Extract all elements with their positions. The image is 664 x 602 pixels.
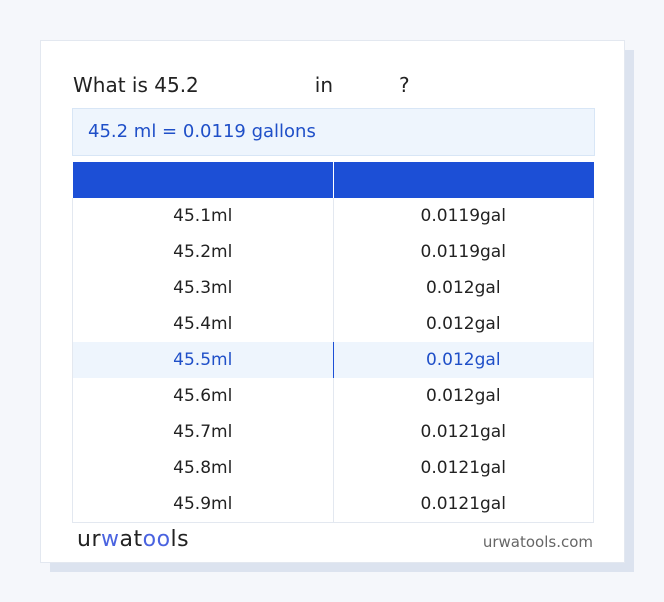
table-row: 45.8ml 0.0121gal xyxy=(72,450,594,486)
gallons-cell: 0.0119gal xyxy=(333,234,594,270)
gallons-cell: 0.012gal xyxy=(333,342,594,378)
conversion-table: 45.1ml 0.0119gal 45.2ml 0.0119gal 45.3ml 0.01… xyxy=(72,162,594,523)
gallons-cell: 0.012gal xyxy=(333,270,594,306)
table-row: 45.7ml 0.0121gal xyxy=(72,414,594,450)
converter-card: What is 45.2 in? 45.2 ml = 0.0119 gallons… xyxy=(40,40,625,563)
gallons-cell: 0.0121gal xyxy=(333,486,594,523)
gallons-cell: 0.0119gal xyxy=(333,198,594,234)
ml-cell: 45.6ml xyxy=(72,378,334,414)
table-row: 45.3ml 0.012gal xyxy=(72,270,594,306)
table-row: 45.9ml 0.0121gal xyxy=(72,486,594,523)
gallons-cell: 0.0121gal xyxy=(333,414,594,450)
gallons-cell: 0.012gal xyxy=(333,378,594,414)
ml-cell: 45.5ml xyxy=(72,342,334,378)
header-ml xyxy=(72,162,334,198)
ml-cell: 45.4ml xyxy=(72,306,334,342)
ml-cell: 45.3ml xyxy=(72,270,334,306)
site-url: urwatools.com xyxy=(482,533,593,551)
table-row: 45.6ml 0.012gal xyxy=(72,378,594,414)
urwatools-logo: urwatools xyxy=(77,527,190,552)
ml-cell: 45.2ml xyxy=(72,234,334,270)
gallons-cell: 0.012gal xyxy=(333,306,594,342)
ml-cell: 45.1ml xyxy=(72,198,334,234)
title-middle: in xyxy=(314,73,334,97)
ml-cell: 45.9ml xyxy=(72,486,334,523)
table-row: 45.1ml 0.0119gal xyxy=(72,198,594,234)
conversion-result: 45.2 ml = 0.0119 gallons xyxy=(72,108,595,156)
header-gal xyxy=(333,162,594,198)
table-row: 45.2ml 0.0119gal xyxy=(72,234,594,270)
ml-cell: 45.7ml xyxy=(72,414,334,450)
gallons-cell: 0.0121gal xyxy=(333,450,594,486)
table-row: 45.5ml 0.012gal xyxy=(72,342,594,378)
ml-cell: 45.8ml xyxy=(72,450,334,486)
page-title: What is 45.2 in? xyxy=(73,73,410,97)
title-prefix: What is 45.2 xyxy=(73,73,199,97)
title-suffix: ? xyxy=(399,73,410,97)
table-row: 45.4ml 0.012gal xyxy=(72,306,594,342)
